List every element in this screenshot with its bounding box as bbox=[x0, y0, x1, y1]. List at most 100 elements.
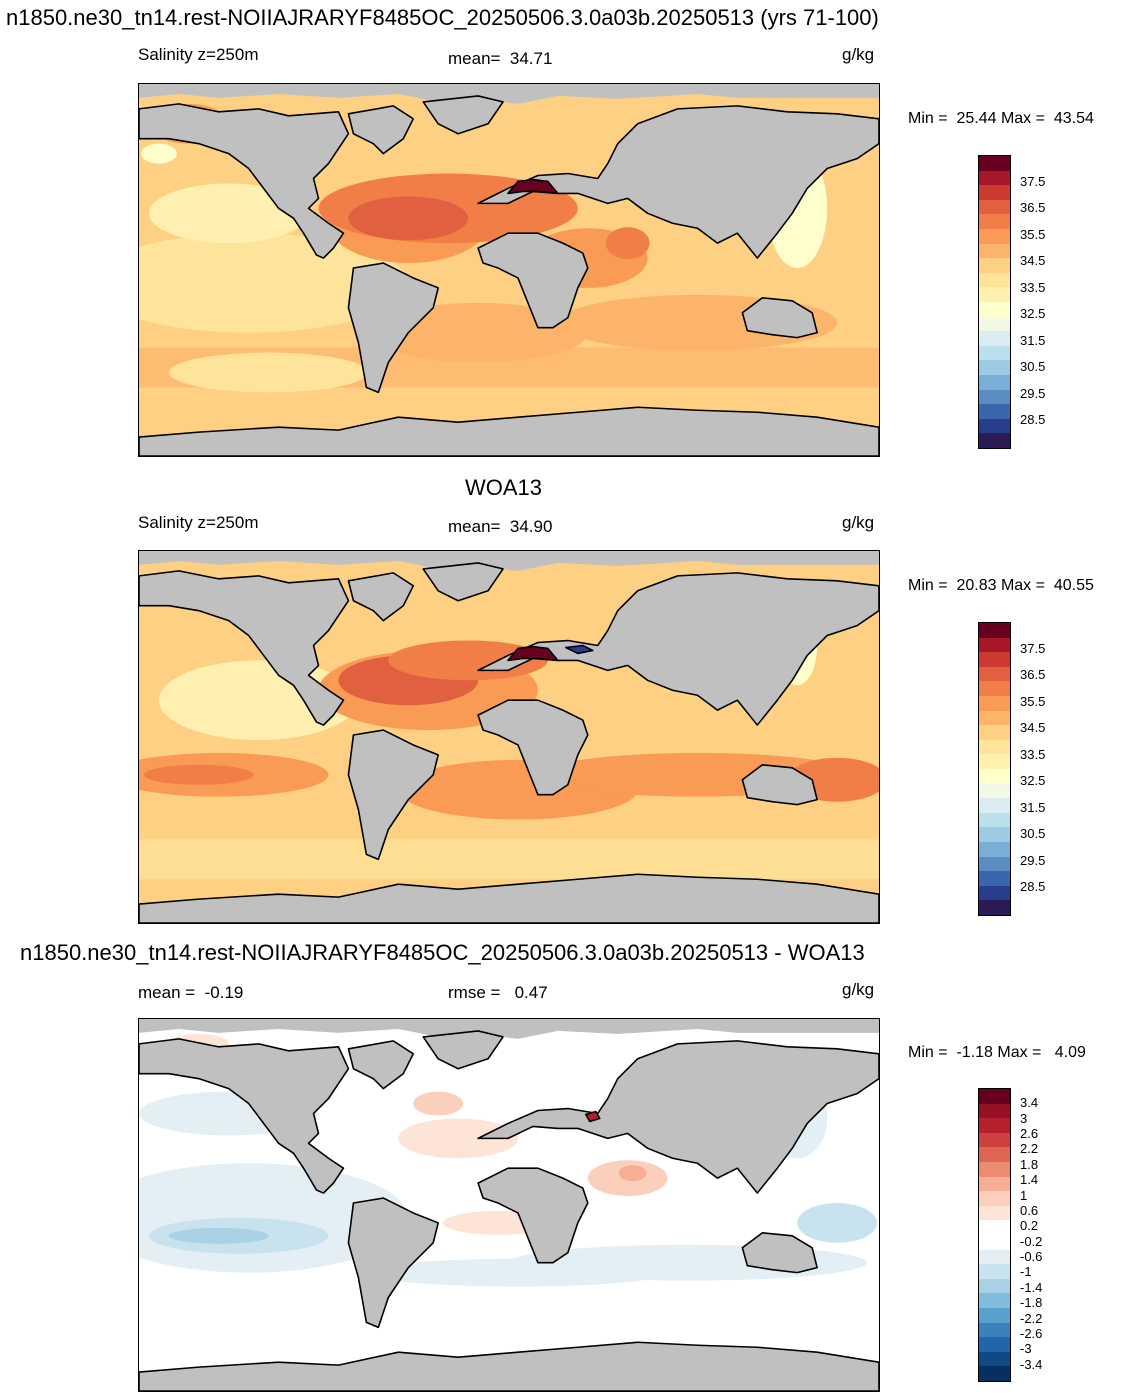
colorbar-tick-label: 30.5 bbox=[1020, 826, 1046, 842]
colorbar-segment bbox=[979, 1264, 1010, 1279]
panel3-minmax: Min = -1.18 Max = 4.09 bbox=[908, 1044, 1086, 1061]
colorbar-segment bbox=[979, 360, 1010, 375]
colorbar-segment bbox=[979, 1118, 1010, 1133]
colorbar-segment bbox=[979, 1366, 1010, 1381]
panel1-colorbar bbox=[978, 155, 1011, 449]
colorbar-tick-label: -1 bbox=[1020, 1264, 1032, 1280]
colorbar-segment bbox=[979, 1176, 1010, 1192]
panel1-minmax: Min = 25.44 Max = 43.54 bbox=[908, 110, 1094, 127]
colorbar-segment bbox=[979, 812, 1010, 828]
colorbar-segment bbox=[979, 1103, 1010, 1119]
colorbar-segment bbox=[979, 301, 1010, 317]
colorbar-segment bbox=[979, 258, 1010, 273]
colorbar-tick-label: 30.5 bbox=[1020, 359, 1046, 375]
colorbar-segment bbox=[979, 1147, 1010, 1162]
colorbar-segment bbox=[979, 1278, 1010, 1294]
colorbar-segment bbox=[979, 768, 1010, 784]
colorbar-tick-label: 35.5 bbox=[1020, 226, 1046, 242]
colorbar-segment bbox=[979, 331, 1010, 346]
colorbar-segment bbox=[979, 652, 1010, 667]
colorbar-segment bbox=[979, 637, 1010, 653]
colorbar-segment bbox=[979, 374, 1010, 390]
colorbar-tick-label: 32.5 bbox=[1020, 306, 1046, 322]
colorbar-segment bbox=[979, 404, 1010, 419]
panel3-map bbox=[138, 1018, 880, 1392]
panel3-title: n1850.ne30_tn14.rest-NOIIAJRARYF8485OC_2… bbox=[20, 940, 865, 965]
panel3-units: g/kg bbox=[842, 980, 875, 999]
colorbar-segment bbox=[979, 272, 1010, 288]
colorbar-tick-label: -2.6 bbox=[1020, 1325, 1043, 1341]
colorbar-tick-label: 36.5 bbox=[1020, 200, 1046, 216]
colorbar-tick-label: 1.4 bbox=[1020, 1172, 1039, 1188]
colorbar-segment bbox=[979, 1351, 1010, 1367]
colorbar-tick-label: 33.5 bbox=[1020, 279, 1046, 295]
colorbar-tick-label: 28.5 bbox=[1020, 412, 1046, 428]
panel2-title: WOA13 bbox=[465, 475, 543, 500]
colorbar-segment bbox=[979, 228, 1010, 244]
colorbar-tick-label: 2.2 bbox=[1020, 1141, 1039, 1157]
panel1-left-label: Salinity z=250m bbox=[138, 45, 259, 64]
panel1-title: n1850.ne30_tn14.rest-NOIIAJRARYF8485OC_2… bbox=[6, 5, 879, 30]
colorbar-tick-label: 0.2 bbox=[1020, 1218, 1039, 1234]
panel2-units: g/kg bbox=[842, 513, 875, 532]
colorbar-segment bbox=[979, 170, 1010, 186]
colorbar-segment bbox=[979, 1220, 1010, 1235]
colorbar-segment bbox=[979, 1234, 1010, 1250]
colorbar-segment bbox=[979, 798, 1010, 813]
colorbar-segment bbox=[979, 1249, 1010, 1265]
colorbar-segment bbox=[979, 666, 1010, 682]
colorbar-tick-label: -2.2 bbox=[1020, 1310, 1043, 1326]
colorbar-segment bbox=[979, 841, 1010, 857]
colorbar-segment bbox=[979, 725, 1010, 740]
colorbar-tick-label: 34.5 bbox=[1020, 720, 1046, 736]
colorbar-tick-label: -0.2 bbox=[1020, 1233, 1043, 1249]
colorbar-segment bbox=[979, 1132, 1010, 1148]
colorbar-tick-label: 1.8 bbox=[1020, 1156, 1039, 1172]
colorbar-segment bbox=[979, 243, 1010, 259]
colorbar-tick-label: 29.5 bbox=[1020, 385, 1046, 401]
colorbar-segment bbox=[979, 199, 1010, 215]
panel2-left-label: Salinity z=250m bbox=[138, 513, 259, 532]
colorbar-tick-label: 37.5 bbox=[1020, 640, 1046, 656]
colorbar-segment bbox=[979, 856, 1010, 872]
colorbar-segment bbox=[979, 316, 1010, 332]
colorbar-segment bbox=[979, 871, 1010, 886]
panel3-colorbar bbox=[978, 1088, 1011, 1382]
panel2-colorbar bbox=[978, 622, 1011, 916]
colorbar-segment bbox=[979, 623, 1010, 638]
colorbar-segment bbox=[979, 1307, 1010, 1323]
colorbar-segment bbox=[979, 389, 1010, 405]
colorbar-tick-label: 35.5 bbox=[1020, 693, 1046, 709]
colorbar-tick-label: 33.5 bbox=[1020, 746, 1046, 762]
panel2-minmax: Min = 20.83 Max = 40.55 bbox=[908, 577, 1094, 594]
panel2-mean-label: mean= 34.90 bbox=[448, 517, 553, 536]
colorbar-tick-label: -3 bbox=[1020, 1341, 1032, 1357]
colorbar-tick-label: 3 bbox=[1020, 1110, 1028, 1126]
colorbar-tick-label: -0.6 bbox=[1020, 1249, 1043, 1265]
colorbar-segment bbox=[979, 156, 1010, 171]
colorbar-tick-label: 3.4 bbox=[1020, 1095, 1039, 1111]
colorbar-segment bbox=[979, 1322, 1010, 1338]
colorbar-tick-label: 36.5 bbox=[1020, 667, 1046, 683]
colorbar-segment bbox=[979, 1161, 1010, 1177]
colorbar-segment bbox=[979, 827, 1010, 842]
colorbar-segment bbox=[979, 433, 1010, 448]
colorbar-tick-label: 2.6 bbox=[1020, 1126, 1039, 1142]
colorbar-tick-label: 0.6 bbox=[1020, 1202, 1039, 1218]
colorbar-segment bbox=[979, 1191, 1010, 1206]
colorbar-segment bbox=[979, 900, 1010, 915]
panel1-map bbox=[138, 83, 880, 457]
colorbar-tick-label: 1 bbox=[1020, 1187, 1028, 1203]
colorbar-segment bbox=[979, 681, 1010, 696]
panel1-units: g/kg bbox=[842, 45, 875, 64]
colorbar-segment bbox=[979, 1089, 1010, 1104]
panel2-map bbox=[138, 550, 880, 924]
colorbar-segment bbox=[979, 754, 1010, 769]
colorbar-segment bbox=[979, 418, 1010, 434]
colorbar-segment bbox=[979, 185, 1010, 200]
colorbar-segment bbox=[979, 695, 1010, 711]
colorbar-segment bbox=[979, 1205, 1010, 1221]
colorbar-tick-label: -1.8 bbox=[1020, 1295, 1043, 1311]
colorbar-tick-label: 29.5 bbox=[1020, 852, 1046, 868]
panel3-mean-label: mean = -0.19 bbox=[138, 983, 244, 1002]
